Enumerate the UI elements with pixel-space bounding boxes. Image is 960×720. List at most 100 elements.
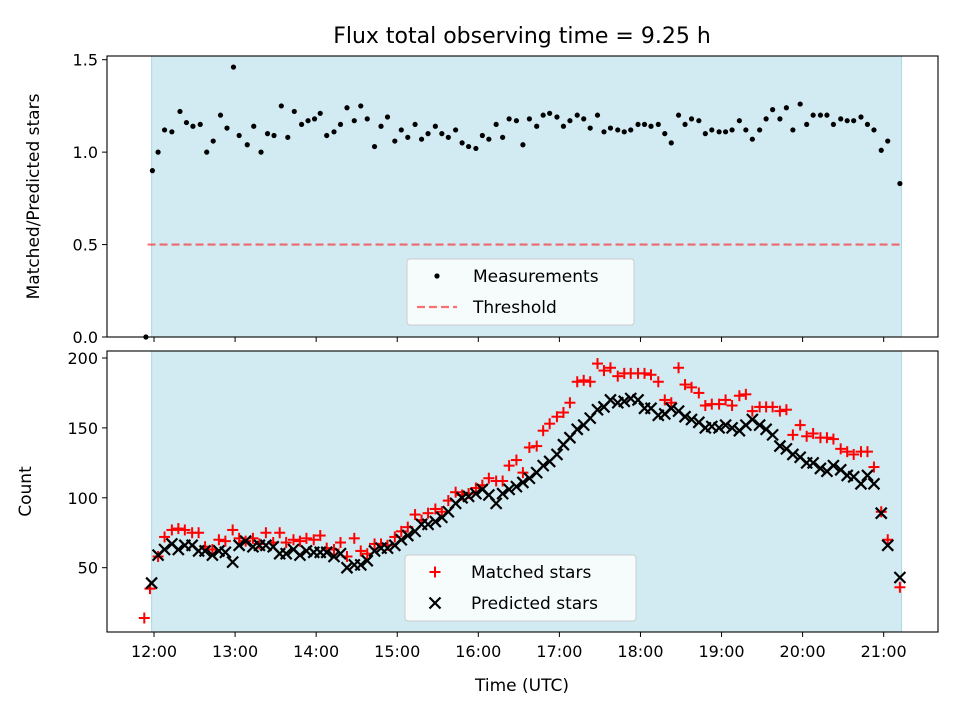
data-point: [145, 576, 158, 590]
data-point: [746, 405, 758, 417]
data-point: [516, 476, 530, 489]
data-point: [893, 571, 907, 584]
data-point: [291, 108, 297, 115]
data-point-b: [834, 463, 847, 477]
data-point: [278, 103, 284, 109]
data-point: [258, 149, 264, 155]
data-point: [851, 118, 857, 124]
data-point: [224, 125, 230, 131]
legend-label: Predicted stars: [471, 594, 598, 614]
data-point: [193, 527, 205, 539]
data-point: [217, 112, 224, 118]
data-point-b: [476, 483, 489, 496]
data-point: [138, 612, 150, 624]
data-point: [581, 116, 587, 122]
data-point: [807, 427, 819, 439]
data-point: [425, 131, 431, 137]
data-point: [693, 387, 705, 399]
data-point: [688, 116, 695, 122]
data-point: [179, 524, 191, 536]
data-point: [364, 116, 370, 122]
data-point: [753, 418, 766, 432]
data-point: [327, 550, 341, 563]
legend-marker: [429, 566, 441, 578]
data-point-b: [502, 483, 516, 496]
data-point: [699, 400, 711, 412]
data-point: [531, 440, 543, 452]
data-point: [662, 131, 668, 137]
data-point: [311, 116, 318, 122]
data-point: [838, 116, 844, 122]
data-point: [280, 537, 292, 549]
data-point: [827, 459, 840, 472]
data-point-b: [847, 470, 860, 484]
top-panel: 0.0 0.5 1.0 1.5 Matched/Predicted stars Measu…: [24, 51, 939, 347]
data-point: [418, 136, 425, 142]
data-point: [503, 460, 515, 472]
data-point: [861, 446, 873, 458]
data-point-b: [158, 543, 171, 556]
data-point: [405, 134, 411, 140]
data-point-b: [678, 410, 692, 423]
data-point: [354, 558, 368, 572]
data-point: [450, 486, 462, 498]
data-point-b: [746, 413, 759, 426]
data-point-b: [617, 395, 631, 408]
bottom-panel: 50 100 150 200 12:00 13:00 14:00 15:00 16:00 17:0…: [16, 349, 939, 661]
data-point: [219, 546, 232, 559]
data-point-b: [496, 487, 509, 500]
y-tick-label: 200: [67, 349, 98, 368]
data-point-b: [482, 488, 496, 502]
bottom-legend: Matched stars Predicted stars: [404, 554, 637, 622]
data-point: [763, 116, 769, 122]
data-point-b: [489, 497, 503, 510]
data-point: [639, 367, 651, 379]
data-point: [861, 469, 874, 482]
data-point: [766, 428, 779, 442]
data-point: [149, 168, 156, 174]
x-tick-label: 21:00: [861, 642, 907, 661]
x-tick-label: 20:00: [780, 642, 826, 661]
data-point: [817, 112, 824, 118]
data-point: [337, 121, 344, 128]
data-point: [790, 127, 796, 133]
figure-title: Flux total observing time = 9.25 h: [333, 24, 711, 49]
data-point: [554, 114, 560, 120]
data-point: [293, 548, 307, 562]
data-point-b: [644, 402, 658, 415]
data-point-b: [354, 558, 368, 572]
data-point: [871, 127, 877, 133]
data-point: [578, 374, 590, 386]
legend-marker-b: [428, 596, 442, 610]
top-series-measurements: [143, 64, 903, 340]
data-point: [725, 421, 739, 435]
data-point: [197, 121, 203, 128]
data-point: [604, 362, 616, 374]
data-point: [264, 131, 271, 137]
data-point-b: [340, 561, 354, 574]
data-point: [166, 524, 178, 536]
top-legend: Measurements Threshold: [406, 258, 635, 326]
data-point: [384, 114, 391, 120]
data-point: [635, 121, 641, 128]
data-point: [824, 112, 830, 118]
data-point: [536, 459, 550, 472]
data-point: [584, 376, 596, 388]
data-point: [641, 121, 648, 128]
data-point: [360, 554, 374, 567]
data-point: [314, 530, 326, 542]
data-point-b: [874, 506, 888, 520]
data-point-b: [172, 543, 185, 556]
data-point: [398, 127, 404, 133]
x-tick-label: 12:00: [131, 642, 177, 661]
x-axis-label: Time (UTC): [474, 676, 569, 696]
data-point: [320, 546, 333, 559]
data-point-b: [219, 546, 232, 559]
data-point: [479, 132, 485, 139]
data-point: [854, 477, 868, 491]
top-axes-frame: [106, 55, 939, 338]
data-point: [300, 532, 312, 544]
data-point-b: [381, 541, 394, 555]
data-point-b: [719, 418, 732, 432]
data-point: [897, 180, 903, 187]
